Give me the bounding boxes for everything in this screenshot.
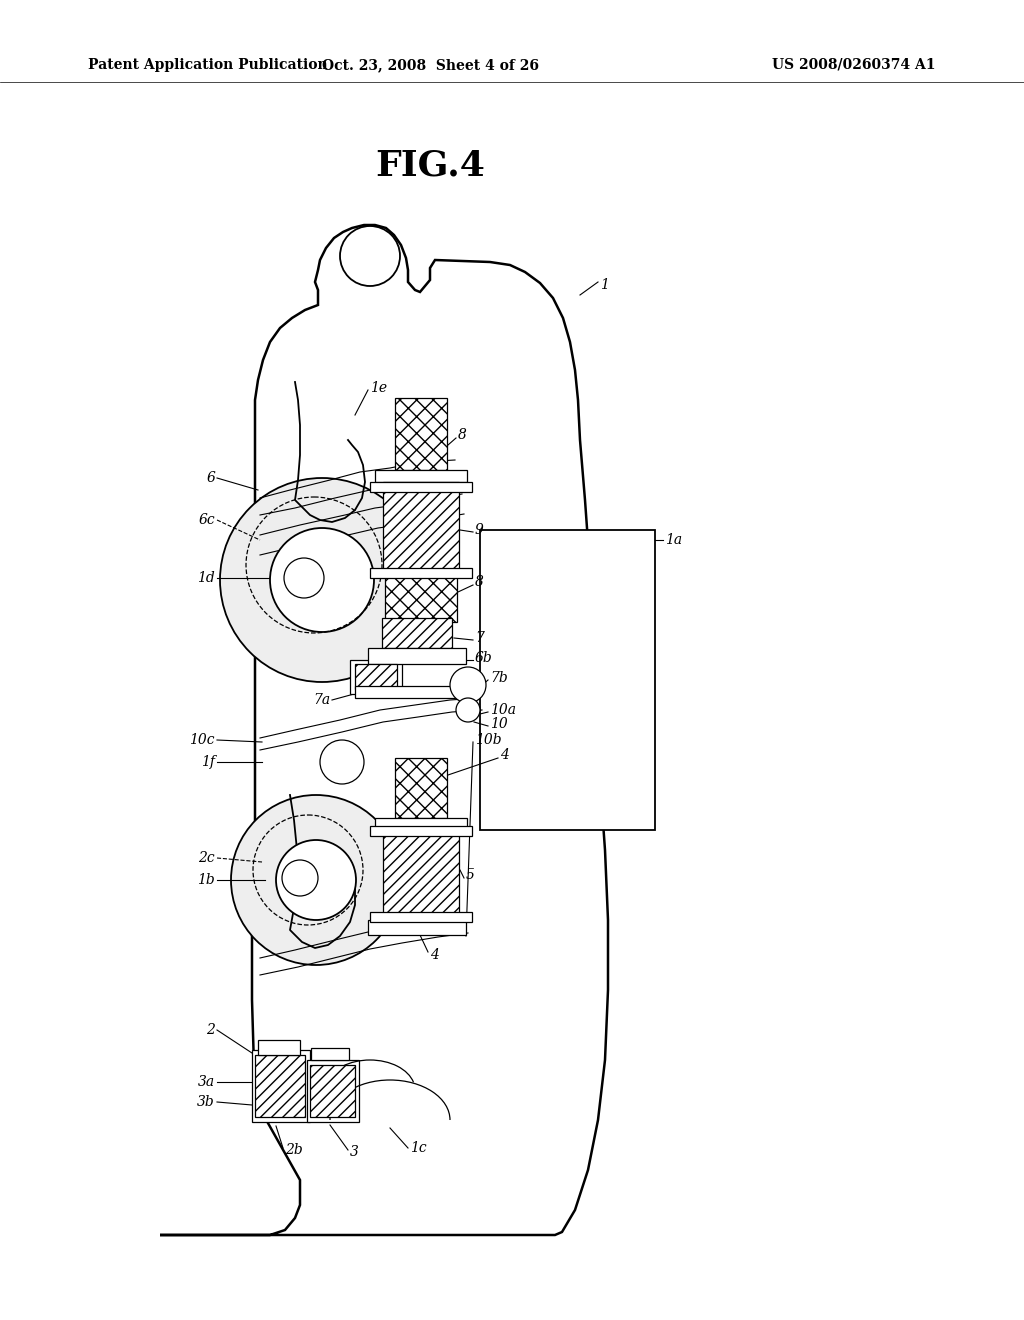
Bar xyxy=(255,1055,305,1117)
Text: 6c: 6c xyxy=(199,513,215,527)
Text: 2b: 2b xyxy=(285,1143,303,1158)
Bar xyxy=(368,648,466,664)
Bar xyxy=(375,470,467,482)
Bar xyxy=(355,686,465,698)
Polygon shape xyxy=(160,224,648,1236)
Bar xyxy=(383,482,459,570)
Text: 7b: 7b xyxy=(490,671,508,685)
Text: 1b: 1b xyxy=(198,873,215,887)
Circle shape xyxy=(450,667,486,704)
Bar xyxy=(395,758,447,818)
Text: 4: 4 xyxy=(500,748,509,762)
Circle shape xyxy=(276,840,356,920)
Circle shape xyxy=(340,226,400,286)
Text: Oct. 23, 2008  Sheet 4 of 26: Oct. 23, 2008 Sheet 4 of 26 xyxy=(322,58,539,73)
Text: 1a: 1a xyxy=(665,533,682,546)
Text: 1c: 1c xyxy=(410,1140,427,1155)
Bar xyxy=(350,660,402,694)
Text: 10: 10 xyxy=(490,717,508,731)
Text: 5: 5 xyxy=(466,869,475,882)
Text: 3b: 3b xyxy=(198,1096,215,1109)
Bar xyxy=(395,399,447,470)
Bar xyxy=(310,1065,355,1117)
Text: Patent Application Publication: Patent Application Publication xyxy=(88,58,328,73)
Text: 2: 2 xyxy=(206,1023,215,1038)
Text: 7a: 7a xyxy=(313,693,330,708)
Bar xyxy=(385,570,457,622)
Circle shape xyxy=(284,558,324,598)
Text: 6: 6 xyxy=(206,471,215,484)
Bar xyxy=(370,482,472,492)
Text: 7: 7 xyxy=(475,631,484,645)
Text: 1: 1 xyxy=(600,279,609,292)
Circle shape xyxy=(231,795,401,965)
Text: 6b: 6b xyxy=(475,651,493,665)
Text: 3a: 3a xyxy=(198,1074,215,1089)
Bar xyxy=(370,912,472,921)
Circle shape xyxy=(456,698,480,722)
Text: 10c: 10c xyxy=(189,733,215,747)
Bar xyxy=(383,828,459,913)
Bar xyxy=(382,618,452,648)
Bar xyxy=(368,920,466,935)
Text: 1f: 1f xyxy=(201,755,215,770)
Bar xyxy=(370,826,472,836)
Text: US 2008/0260374 A1: US 2008/0260374 A1 xyxy=(772,58,936,73)
Bar xyxy=(375,818,467,828)
Text: 8: 8 xyxy=(475,576,484,589)
Text: 1d: 1d xyxy=(198,572,215,585)
Bar xyxy=(370,568,472,578)
Text: 1e: 1e xyxy=(370,381,387,395)
Text: 2c: 2c xyxy=(199,851,215,865)
Circle shape xyxy=(319,741,364,784)
Bar xyxy=(252,1049,310,1122)
Text: 10a: 10a xyxy=(490,704,516,717)
Circle shape xyxy=(220,478,424,682)
Bar xyxy=(311,1048,349,1060)
Text: 10b: 10b xyxy=(475,733,502,747)
Text: FIG.4: FIG.4 xyxy=(375,148,485,182)
Circle shape xyxy=(270,528,374,632)
Bar xyxy=(480,531,655,830)
Text: 3: 3 xyxy=(350,1144,358,1159)
Bar xyxy=(355,664,397,689)
Text: 9: 9 xyxy=(475,523,484,537)
Bar xyxy=(307,1060,359,1122)
Text: 4: 4 xyxy=(430,948,439,962)
Bar xyxy=(258,1040,300,1055)
Text: 8: 8 xyxy=(458,428,467,442)
Circle shape xyxy=(282,861,318,896)
